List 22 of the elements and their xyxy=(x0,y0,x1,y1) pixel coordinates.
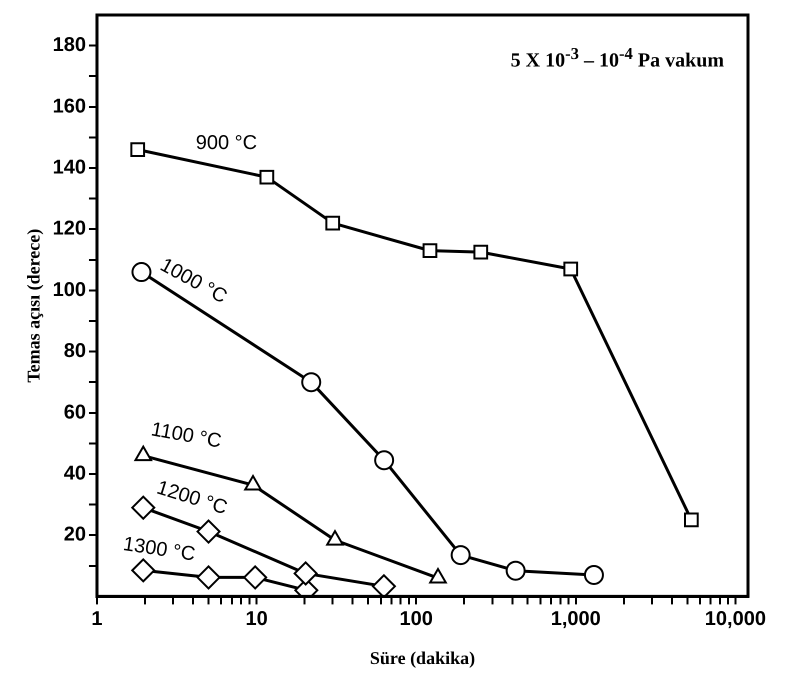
x-tick-label: 10 xyxy=(245,608,268,630)
text: 1100 °C xyxy=(149,418,224,453)
y-tick-label: 180 xyxy=(52,34,86,56)
y-tick-label: 140 xyxy=(52,156,86,179)
y-tick-label: 60 xyxy=(64,401,86,424)
annotation: 5 X 10$^{-3}$ – 10$^{-4}$ Pa vakum xyxy=(510,44,724,73)
x-tick-label: 100 xyxy=(399,608,433,630)
y-tick-label: 160 xyxy=(52,95,86,118)
text: 1200 °C xyxy=(154,476,230,520)
y-tick-label: 120 xyxy=(52,218,86,240)
y-axis-title: Temas açısı (derece) xyxy=(23,228,44,383)
x-tick-label: 1,000 xyxy=(550,608,601,630)
text: 1000 °C xyxy=(156,254,231,308)
x-axis-title: Süre (dakika) xyxy=(370,648,476,668)
y-tick-label: 80 xyxy=(64,340,86,362)
text: 1300 °C xyxy=(122,533,197,566)
series-label: 900 °C xyxy=(196,132,258,154)
x-tick-label: 1 xyxy=(91,608,103,630)
y-tick-label: 20 xyxy=(64,524,86,546)
y-tick-label: 100 xyxy=(52,278,86,301)
y-tick-label: 40 xyxy=(64,462,86,485)
x-tick-label: 10,000 xyxy=(704,608,766,630)
